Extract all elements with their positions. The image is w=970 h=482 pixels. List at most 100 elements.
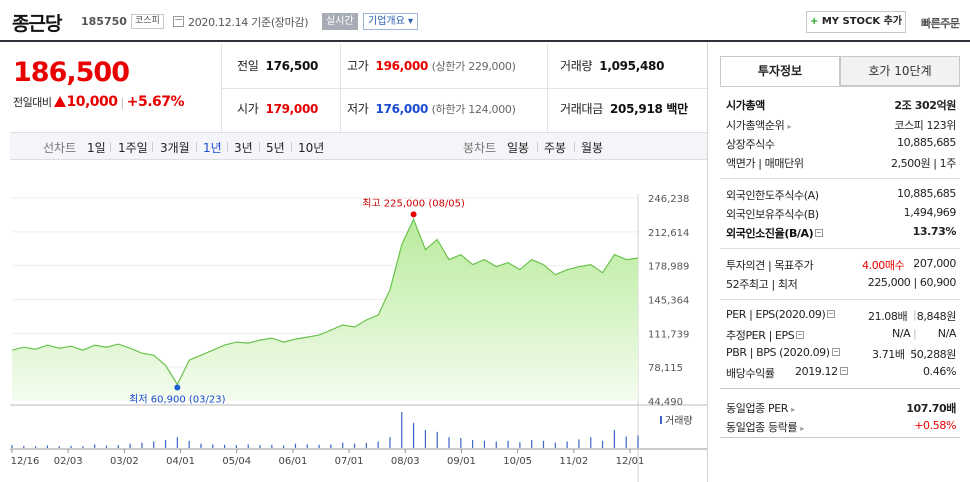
up-triangle-icon — [54, 96, 67, 107]
volume-bar — [176, 437, 178, 448]
row-value: 8,848원 — [916, 310, 957, 323]
period-10y[interactable]: 10년 — [298, 141, 325, 155]
line-chart-label: 선차트 — [43, 141, 77, 155]
row-value: 107.70배 — [906, 402, 956, 415]
opinion-value: 4.00매수 — [862, 259, 905, 272]
row-dividend: 배당수익률 2019.12 0.46% — [720, 362, 960, 382]
row-sector-per[interactable]: 동일업종 PER ▸ 107.70배 — [720, 397, 960, 417]
period-1d[interactable]: 1일 — [87, 141, 106, 155]
price-area — [12, 219, 638, 401]
stock-header: 종근당 185750 코스피 2020.12.14 기준(장마감) 실시간 기업… — [0, 0, 970, 42]
stat-low: 저가 176,000 (하한가 124,000) — [347, 100, 516, 117]
investment-info-panel: 투자정보 호가 10단계 시가총액 2조 302억원 시가총액순위 ▸ 코스피 … — [707, 42, 970, 482]
volume-bar — [117, 445, 119, 448]
volume-bar — [129, 443, 131, 448]
change-label: 전일대비 — [13, 96, 52, 109]
x-tick-label: 05/04 — [222, 456, 251, 467]
dividend-date: 2019.12 — [795, 365, 838, 378]
x-tick-label: 03/02 — [110, 456, 139, 467]
chevron-right-icon: ▸ — [787, 122, 792, 131]
x-tick-label: 02/03 — [54, 456, 83, 467]
volume-bar — [436, 431, 438, 448]
volume-bar — [330, 444, 332, 448]
x-tick-label: 12/01 — [616, 456, 645, 467]
stat-value: 179,000 — [265, 102, 319, 116]
volume-bar — [389, 437, 391, 448]
divider — [537, 142, 538, 152]
volume-bar — [35, 446, 37, 448]
volume-bar — [495, 441, 497, 448]
tab-order-book[interactable]: 호가 10단계 — [840, 56, 960, 86]
period-5y[interactable]: 5년 — [266, 141, 285, 155]
volume-bar — [212, 444, 214, 448]
period-1w[interactable]: 1주일 — [118, 141, 148, 155]
volume-bar — [318, 444, 320, 448]
stat-amount: 거래대금 205,918 백만 — [560, 100, 688, 117]
stat-value: 205,918 백만 — [610, 102, 688, 116]
row-label: 동일업종 등락률 ▸ — [726, 419, 804, 435]
change-amount: 10,000 — [66, 94, 118, 110]
candle-weekly[interactable]: 주봉 — [544, 141, 567, 155]
tab-investment-info[interactable]: 투자정보 — [720, 56, 840, 86]
divider — [720, 178, 960, 179]
company-info-button[interactable]: 기업개요 ▾ — [363, 13, 418, 30]
volume-bar — [164, 440, 167, 448]
y-tick-label: 212,614 — [648, 228, 689, 239]
volume-bar — [578, 439, 580, 448]
row-sector-rate[interactable]: 동일업종 등락률 ▸ +0.58% — [720, 416, 960, 436]
volume-bar — [554, 442, 556, 448]
period-1y[interactable]: 1년 — [203, 141, 222, 155]
row-value: 10,885,685 — [897, 187, 956, 200]
x-tick-label: 06/01 — [278, 456, 307, 467]
volume-bar — [235, 445, 238, 448]
realtime-button[interactable]: 실시간 — [322, 13, 358, 30]
volume-bar — [377, 441, 379, 448]
candle-monthly[interactable]: 월봉 — [581, 141, 604, 155]
period-3y[interactable]: 3년 — [234, 141, 253, 155]
date-text: 2020.12.14 기준(장마감) — [188, 16, 309, 29]
volume-bar — [153, 441, 155, 448]
value-separator: | — [913, 346, 917, 359]
volume-bar — [424, 430, 426, 448]
stat-sub: (하한가 124,000) — [431, 103, 516, 116]
stat-label: 고가 — [347, 59, 369, 73]
value-separator: | — [913, 257, 917, 270]
volume-bar — [23, 445, 25, 448]
volume-bar — [401, 412, 403, 448]
candle-daily[interactable]: 일봉 — [507, 141, 530, 155]
row-market-cap-rank[interactable]: 시가총액순위 ▸ 코스피 123위 — [720, 114, 960, 134]
row-label-text: 동일업종 등락률 — [726, 421, 798, 434]
help-icon[interactable] — [831, 348, 840, 356]
volume-bar — [58, 446, 60, 448]
divider — [152, 142, 153, 152]
help-icon[interactable] — [827, 310, 836, 318]
low-annotation: 최저 60,900 (03/23) — [129, 393, 225, 405]
row-value: 225,000 | 60,900 — [867, 276, 957, 289]
y-tick-label: 111,739 — [648, 329, 689, 340]
row-value: 0.46% — [923, 365, 956, 378]
help-icon[interactable] — [815, 229, 824, 237]
x-tick-label: 11/02 — [559, 456, 588, 467]
volume-bar — [141, 442, 143, 448]
row-label: 상장주식수 — [726, 138, 775, 151]
est-per-value: N/A — [892, 327, 911, 340]
row-value: 2,500원 | 1주 — [890, 157, 956, 170]
x-tick-label: 04/01 — [166, 456, 195, 467]
row-shares: 상장주식수 10,885,685 — [720, 133, 960, 153]
volume-bar — [590, 437, 592, 448]
volume-bar — [625, 436, 627, 448]
stat-high: 고가 196,000 (상한가 229,000) — [347, 57, 516, 74]
value-separator: | — [913, 327, 917, 340]
help-icon[interactable] — [796, 331, 805, 339]
add-my-stock-button[interactable]: + MY STOCK 추가 — [806, 11, 906, 33]
volume-bar — [613, 430, 615, 448]
period-3m[interactable]: 3개월 — [160, 141, 190, 155]
volume-bar — [460, 437, 462, 448]
volume-bar — [483, 440, 486, 448]
stat-prev: 전일 176,500 — [237, 57, 318, 74]
help-icon[interactable] — [839, 367, 848, 375]
quick-order-link[interactable]: 빠른주문 — [921, 17, 960, 30]
row-label: 외국인소진율(B/A) — [726, 225, 824, 241]
row-label-text: PER | EPS(2020.09) — [726, 308, 826, 321]
row-market-cap: 시가총액 2조 302억원 — [720, 94, 960, 114]
